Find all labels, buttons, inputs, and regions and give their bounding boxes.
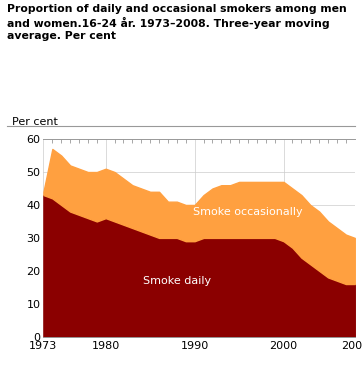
Text: Proportion of daily and occasional smokers among men
and women.16-24 år. 1973–20: Proportion of daily and occasional smoke… (7, 4, 347, 41)
Text: Per cent: Per cent (12, 117, 58, 127)
Text: Smoke occasionally: Smoke occasionally (193, 206, 303, 217)
Text: Smoke daily: Smoke daily (143, 276, 211, 286)
